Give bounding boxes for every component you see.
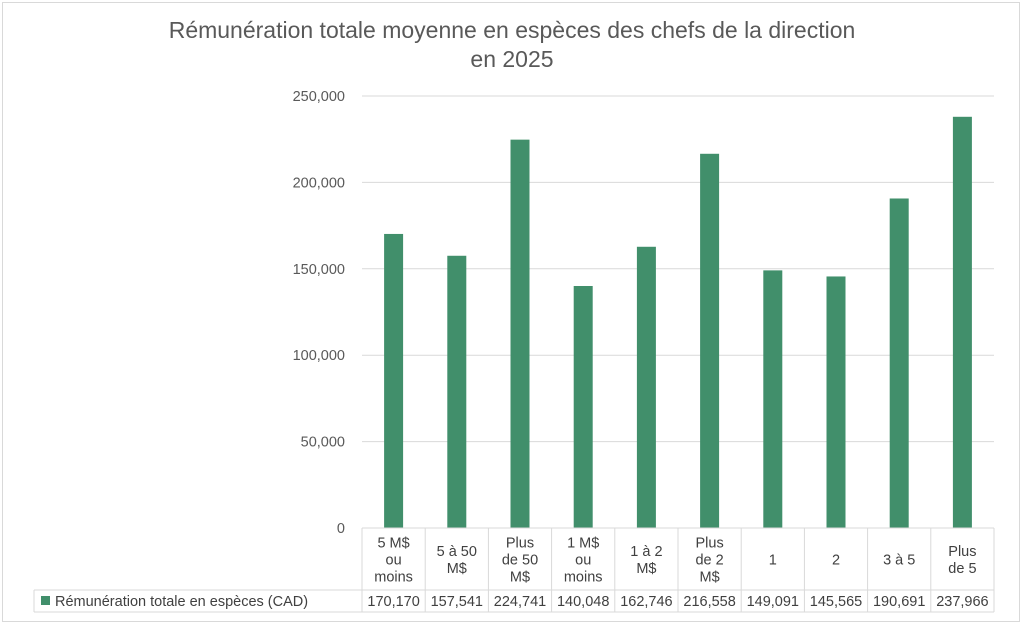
data-label: 162,746 <box>620 594 672 610</box>
bar <box>447 255 467 528</box>
data-label: 145,565 <box>810 594 862 610</box>
data-label: 216,558 <box>683 594 735 610</box>
x-tick-label: M$ <box>700 570 720 586</box>
legend-swatch <box>41 596 50 605</box>
chart-title-line-2: en 2025 <box>470 46 553 72</box>
data-label: 170,170 <box>367 594 419 610</box>
gridlines <box>362 95 994 443</box>
bars <box>384 116 972 529</box>
legend-label: Rémunération totale en espèces (CAD) <box>55 594 308 610</box>
x-tick-label: 2 <box>832 553 840 569</box>
y-tick-label: 100,000 <box>293 348 345 364</box>
bar <box>826 276 846 528</box>
x-tick-label: de 50 <box>502 553 538 569</box>
x-tick-label: 1 M$ <box>567 536 599 552</box>
bar <box>573 285 593 528</box>
bar <box>763 270 783 528</box>
y-tick-label: 250,000 <box>293 89 345 105</box>
x-tick-label: 1 <box>769 553 777 569</box>
data-label: 237,966 <box>936 594 988 610</box>
bar <box>510 139 530 528</box>
x-tick-label: M$ <box>636 561 656 577</box>
data-label: 224,741 <box>494 594 546 610</box>
bar <box>952 116 972 529</box>
y-axis-ticks: 0 50,000 100,000 150,000 200,000 250,000 <box>293 89 345 537</box>
x-tick-label: 3 à 5 <box>883 553 915 569</box>
chart-title-line-1: Rémunération totale moyenne en espèces d… <box>169 17 856 43</box>
bar <box>384 233 404 529</box>
x-tick-label: ou <box>386 553 402 569</box>
bar <box>636 246 656 529</box>
data-label: 190,691 <box>873 594 925 610</box>
x-tick-label: moins <box>374 570 413 586</box>
x-tick-label: M$ <box>447 561 467 577</box>
bar <box>889 198 909 528</box>
x-tick-label: ou <box>575 553 591 569</box>
data-label: 140,048 <box>557 594 609 610</box>
x-tick-label: de 2 <box>695 553 723 569</box>
data-label: 157,541 <box>431 594 483 610</box>
data-label: 149,091 <box>747 594 799 610</box>
x-tick-label: Plus <box>695 536 723 552</box>
x-tick-label: Plus <box>948 544 976 560</box>
x-tick-label: 1 à 2 <box>630 544 662 560</box>
x-tick-label: 5 M$ <box>377 536 409 552</box>
x-tick-label: de 5 <box>948 561 976 577</box>
x-tick-label: M$ <box>510 570 530 586</box>
y-tick-label: 150,000 <box>293 262 345 278</box>
y-tick-label: 0 <box>337 521 345 537</box>
y-tick-label: 50,000 <box>301 435 345 451</box>
y-tick-label: 200,000 <box>293 175 345 191</box>
x-tick-label: moins <box>564 570 603 586</box>
x-tick-label: Plus <box>506 536 534 552</box>
bar <box>700 153 720 528</box>
x-tick-label: 5 à 50 <box>437 544 477 560</box>
